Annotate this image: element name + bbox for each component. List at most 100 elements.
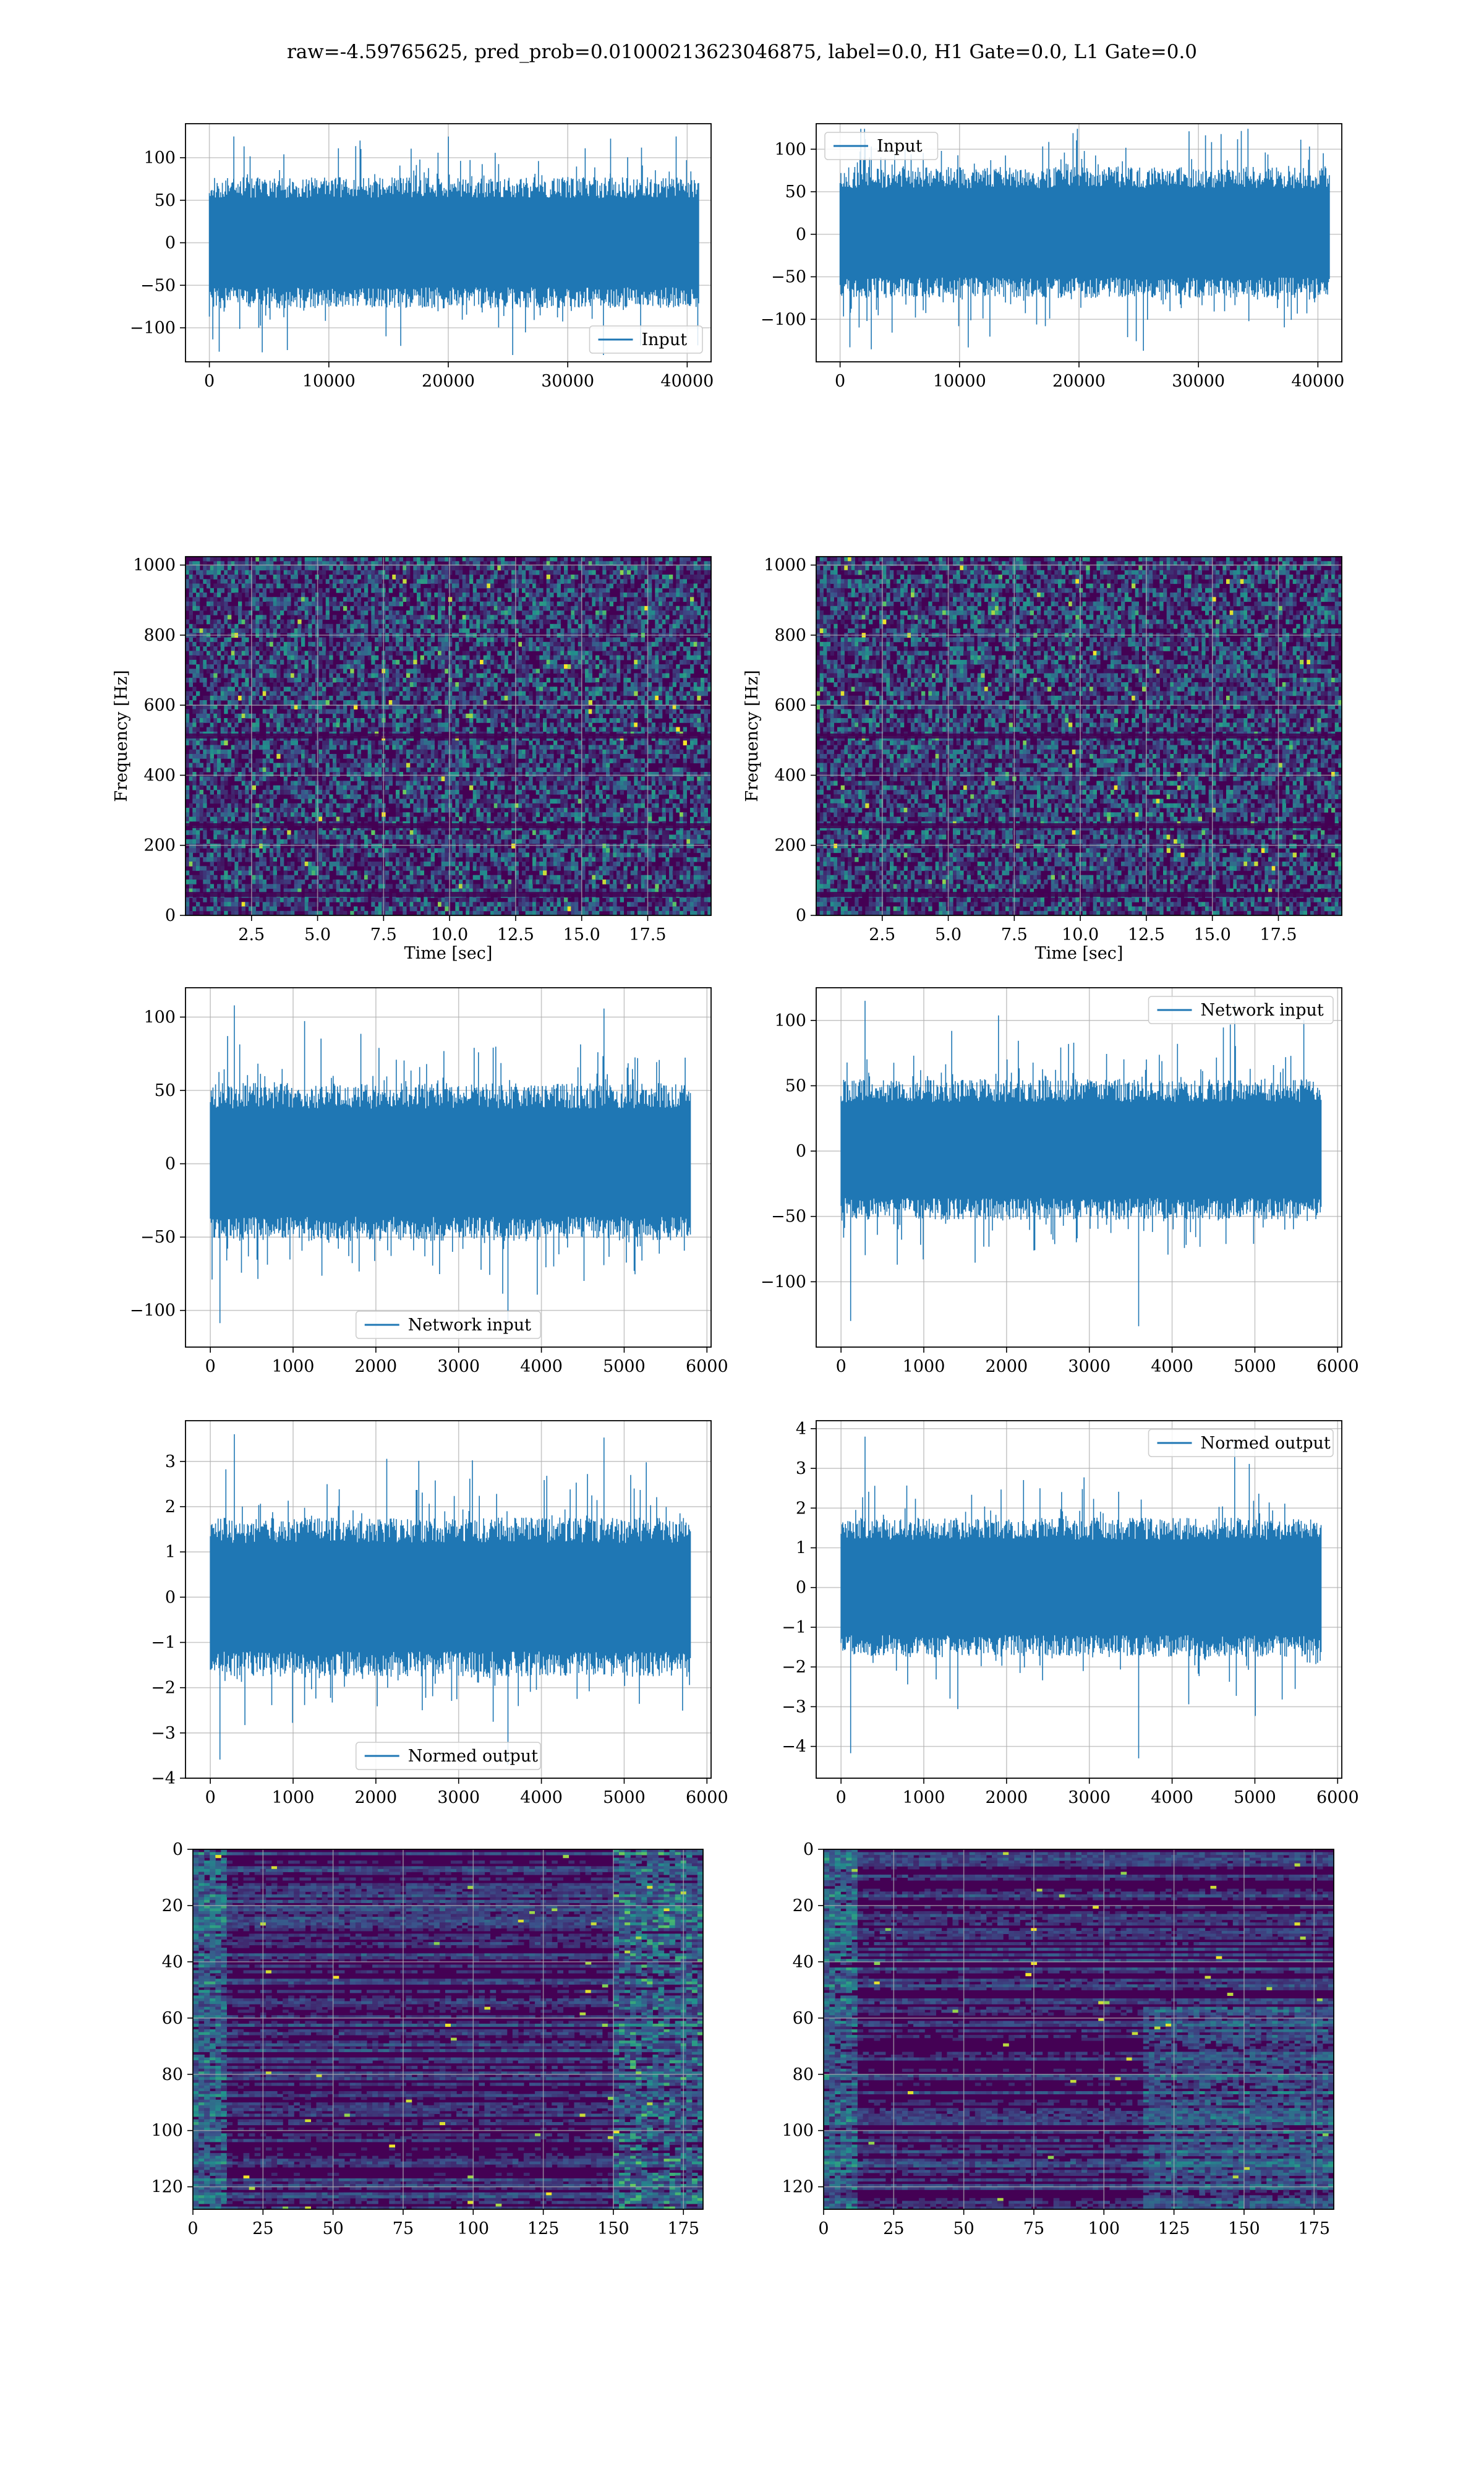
- heatmap-cell: [196, 615, 200, 620]
- heatmap-cell: [529, 615, 532, 620]
- heatmap-cell: [255, 570, 259, 575]
- heatmap-cell: [375, 638, 378, 643]
- heatmap-cell: [406, 597, 410, 602]
- heatmap-cell: [599, 610, 603, 615]
- heatmap-cell: [336, 691, 340, 696]
- heatmap-cell: [508, 597, 511, 602]
- heatmap-cell: [564, 691, 568, 696]
- heatmap-cell: [665, 750, 669, 755]
- heatmap-cell: [255, 700, 259, 705]
- heatmap-cell: [371, 570, 375, 575]
- heatmap-cell: [228, 687, 231, 691]
- heatmap-cell: [217, 768, 221, 773]
- heatmap-cell: [280, 682, 284, 687]
- heatmap-cell: [490, 700, 494, 705]
- heatmap-cell: [297, 566, 301, 571]
- heatmap-cell: [375, 763, 378, 768]
- heatmap-cell: [403, 758, 406, 763]
- heatmap-cell: [301, 674, 305, 678]
- heatmap-cell: [413, 722, 417, 727]
- heatmap-cell: [329, 740, 333, 745]
- heatmap-cell: [189, 768, 193, 773]
- heatmap-cell: [297, 606, 301, 611]
- heatmap-cell: [224, 602, 228, 607]
- heatmap-cell: [396, 615, 399, 620]
- heatmap-cell: [280, 691, 284, 696]
- heatmap-cell: [312, 691, 315, 696]
- heatmap-cell: [536, 740, 540, 745]
- heatmap-cell: [360, 722, 364, 727]
- heatmap-cell: [631, 575, 634, 580]
- heatmap-cell: [494, 687, 498, 691]
- heatmap-cell: [192, 660, 196, 665]
- heatmap-cell: [526, 682, 529, 687]
- heatmap-cell: [210, 754, 214, 759]
- heatmap-cell: [207, 584, 210, 589]
- heatmap-cell: [638, 656, 641, 661]
- heatmap-cell: [434, 763, 438, 768]
- heatmap-cell: [704, 610, 708, 615]
- heatmap-cell: [357, 642, 361, 647]
- heatmap-cell: [203, 678, 207, 683]
- heatmap-cell: [203, 566, 207, 571]
- heatmap-cell: [473, 602, 477, 607]
- heatmap-cell: [189, 638, 193, 643]
- heatmap-cell: [392, 597, 396, 602]
- heatmap-cell: [571, 620, 574, 625]
- heatmap-cell: [536, 745, 540, 750]
- heatmap-cell: [511, 620, 515, 625]
- heatmap-cell: [652, 610, 655, 615]
- heatmap-cell: [505, 709, 508, 714]
- heatmap-cell: [623, 700, 627, 705]
- heatmap-cell: [505, 638, 508, 643]
- heatmap-cell: [606, 606, 610, 611]
- heatmap-cell: [312, 768, 315, 773]
- heatmap-cell: [350, 615, 354, 620]
- heatmap-cell: [329, 575, 333, 580]
- heatmap-cell: [252, 575, 256, 580]
- heatmap-cell: [389, 557, 393, 562]
- heatmap-cell: [543, 664, 547, 669]
- heatmap-cell: [592, 660, 595, 665]
- heatmap-cell: [560, 758, 564, 763]
- heatmap-cell: [652, 754, 655, 759]
- heatmap-cell: [690, 570, 694, 575]
- heatmap-cell: [210, 709, 214, 714]
- heatmap-cell: [438, 570, 441, 575]
- heatmap-cell: [487, 646, 490, 651]
- heatmap-cell: [287, 664, 291, 669]
- heatmap-cell: [333, 570, 336, 575]
- heatmap-cell: [308, 763, 312, 768]
- heatmap-cell: [543, 768, 547, 773]
- heatmap-cell: [536, 557, 540, 562]
- heatmap-cell: [631, 664, 634, 669]
- heatmap-cell: [255, 628, 259, 633]
- heatmap-cell: [613, 727, 616, 732]
- heatmap-cell: [263, 664, 267, 669]
- heatmap-cell: [221, 740, 224, 745]
- heatmap-cell: [305, 687, 309, 691]
- heatmap-cell: [263, 615, 267, 620]
- heatmap-cell: [571, 674, 574, 678]
- heatmap-cell: [445, 660, 448, 665]
- heatmap-cell: [480, 602, 484, 607]
- heatmap-cell: [631, 750, 634, 755]
- heatmap-cell: [501, 714, 505, 719]
- heatmap-cell: [595, 642, 599, 647]
- heatmap-cell: [694, 687, 697, 691]
- heatmap-cell: [276, 579, 280, 584]
- heatmap-cell: [494, 682, 498, 687]
- heatmap-cell: [399, 691, 403, 696]
- heatmap-cell: [568, 664, 571, 669]
- heatmap-cell: [287, 718, 291, 723]
- heatmap-cell: [529, 722, 532, 727]
- heatmap-cell: [210, 678, 214, 683]
- heatmap-cell: [427, 745, 431, 750]
- heatmap-cell: [357, 584, 361, 589]
- heatmap-cell: [245, 727, 249, 732]
- heatmap-cell: [403, 722, 406, 727]
- heatmap-cell: [192, 646, 196, 651]
- heatmap-cell: [686, 615, 690, 620]
- heatmap-cell: [371, 620, 375, 625]
- heatmap-cell: [371, 700, 375, 705]
